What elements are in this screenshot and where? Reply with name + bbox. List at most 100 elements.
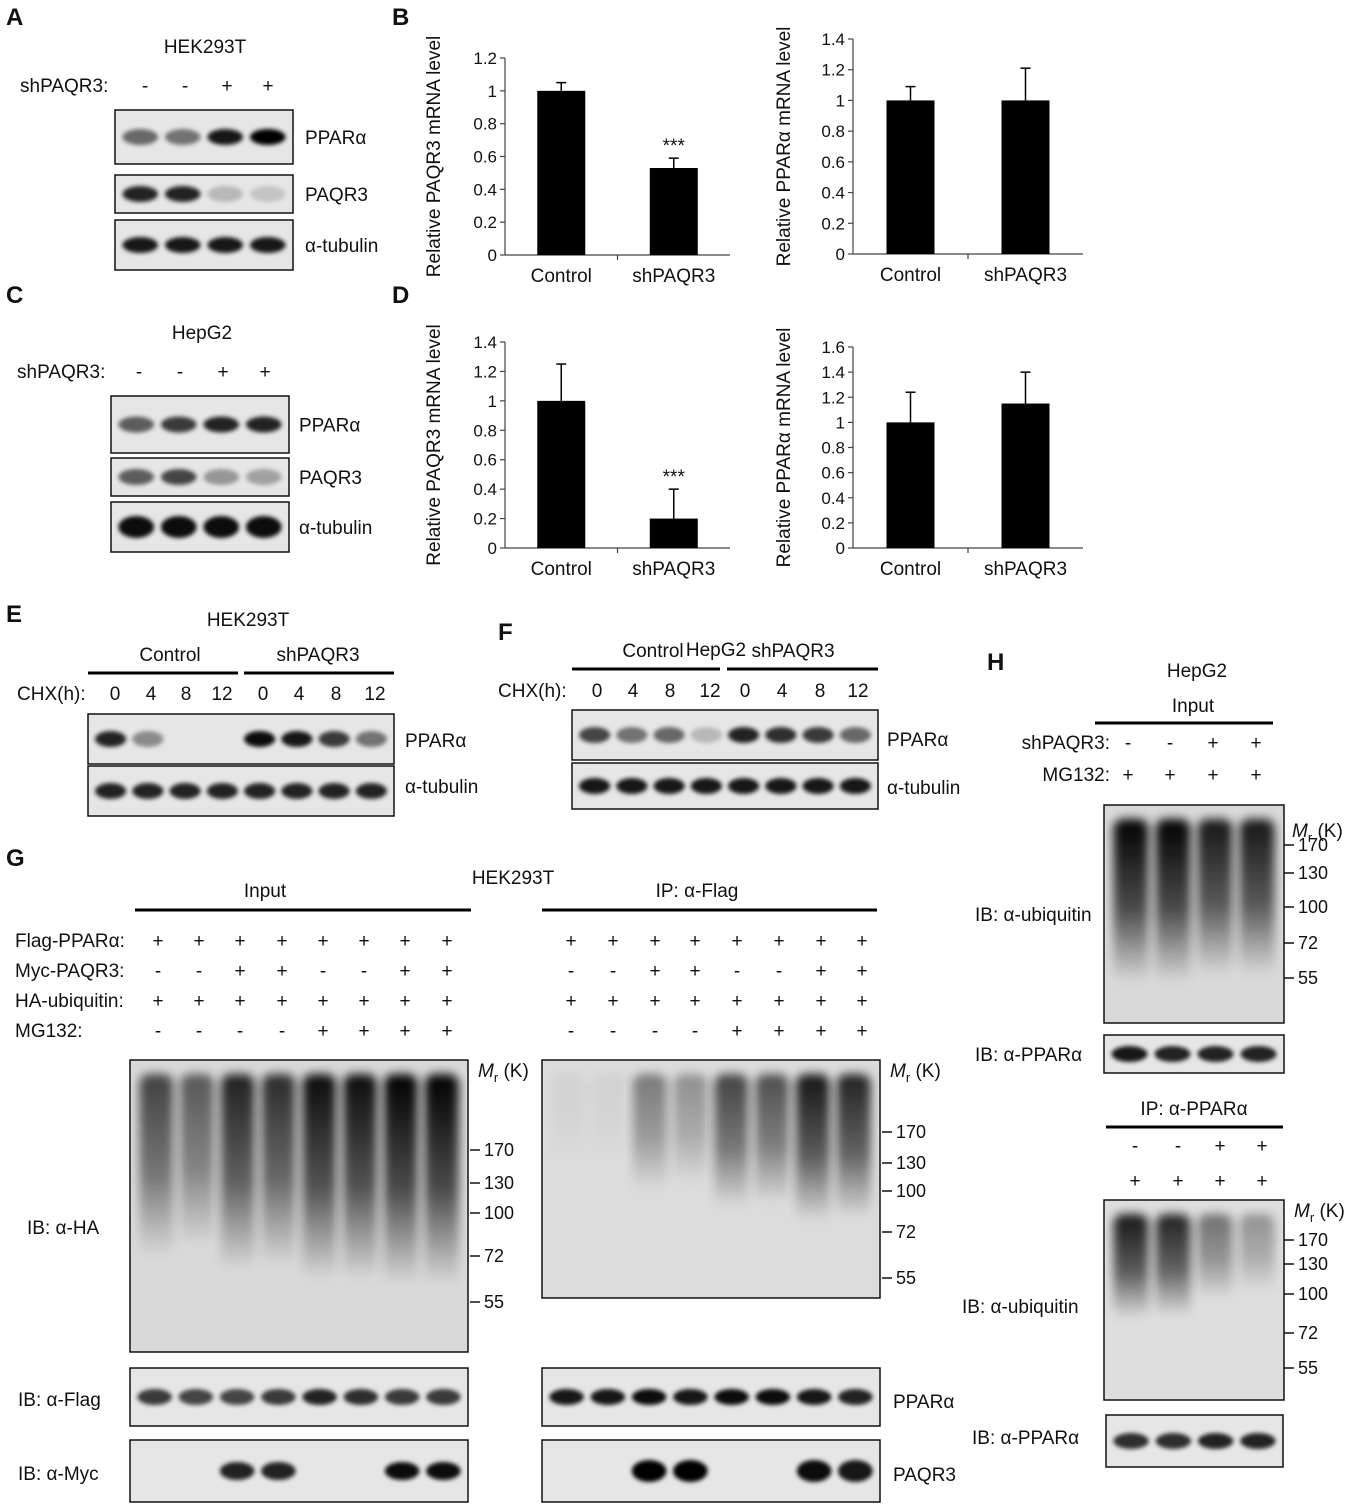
panel-h-blot-ppar-input: [1103, 1034, 1285, 1074]
panel-f-time: 0: [592, 681, 603, 702]
panel-e-blot-tubulin-band: [318, 783, 350, 799]
panel-a-blot-label: PAQR3: [305, 185, 368, 206]
panel-f-blot-ppar-band: [578, 727, 611, 743]
panel-e-blot-tubulin-band: [281, 783, 313, 799]
chart-1-y-axis-label: Relative PPARα mRNA level: [774, 27, 795, 267]
panel-e-blot-tubulin-band: [94, 783, 127, 799]
panel-f-time: 8: [815, 681, 826, 702]
panel-letter-e: E: [6, 601, 22, 628]
panel-e-group-shpaqr3: shPAQR3: [276, 645, 359, 666]
panel-g-ip-smear-lane: [551, 1074, 586, 1163]
panel-a-sign: +: [262, 76, 273, 97]
panel-e-group-control: Control: [139, 645, 200, 666]
panel-g-blot-myc-band: [426, 1462, 461, 1480]
panel-c-treatment-label: shPAQR3:: [17, 362, 105, 383]
panel-g-ip-sign: +: [731, 991, 742, 1012]
panel-f-time: 4: [628, 681, 639, 702]
chart-2-y-tick-label: 0.2: [473, 510, 497, 529]
panel-h-marker-input-label: 170: [1298, 835, 1328, 855]
panel-letter-d: D: [392, 282, 409, 309]
panel-h-ip-smear-lane: [1155, 1214, 1191, 1317]
chart-1-y-tick-label: 0: [836, 245, 845, 264]
chart-2-y-tick-label: 0: [488, 539, 497, 558]
panel-a-blot-1-band: [122, 186, 159, 202]
panel-h-sign: +: [1207, 733, 1218, 754]
panel-f-blot-tubulin-band: [802, 778, 834, 794]
chart-1-y-tick-label: 0.8: [821, 122, 845, 141]
panel-g-ip-smear-lane: [836, 1074, 871, 1219]
chart-0-y-tick-label: 0.6: [473, 148, 497, 167]
panel-h-blot-ppar-ip: [1105, 1414, 1284, 1468]
panel-e-blot-ppar-band: [355, 731, 388, 747]
panel-c-sign: +: [217, 362, 228, 383]
panel-g-ip-sign: +: [773, 931, 784, 952]
chart-3-y-tick-label: 1.6: [821, 338, 845, 357]
panel-g-blot-ip-paqr3-band: [838, 1460, 873, 1482]
chart-0-bar: [649, 167, 698, 255]
panel-c-blot-1-band: [118, 469, 155, 485]
panel-g-blot-flag-band: [137, 1389, 172, 1405]
chart-0-y-tick-label: 1.2: [473, 49, 497, 68]
panel-f-blot-tubulin-band: [765, 778, 797, 794]
chart-3-y-tick-label: 0: [836, 539, 845, 558]
panel-h-marker-ip-label: 170: [1298, 1230, 1328, 1250]
panel-c-sign: +: [259, 362, 270, 383]
panel-c-blot-0-band: [203, 416, 240, 433]
panel-f-blot-ppar-band: [765, 727, 797, 743]
panel-e-blot-tubulin-band: [169, 783, 201, 799]
panel-e-blot-ppar: [87, 713, 395, 765]
panel-a-blot-1: [114, 174, 294, 214]
panel-h-ip-sign-bottom: +: [1129, 1171, 1140, 1192]
panel-c-blot-1: [110, 457, 290, 497]
panel-g-blot-ip-ppar-band: [796, 1389, 832, 1405]
panel-e-time: 4: [146, 684, 157, 705]
panel-h-ib-ppar-ip: IB: α-PPARα: [972, 1428, 1079, 1449]
panel-c-blot-label: PPARα: [299, 416, 360, 437]
panel-h-ip-sign-bottom: +: [1256, 1171, 1267, 1192]
panel-f-blot-tubulin-band: [578, 778, 611, 794]
panel-letter-a: A: [6, 4, 23, 31]
panel-h-sign: +: [1122, 765, 1133, 786]
chart-1-bar: [1001, 100, 1050, 254]
panel-g-ip-smear-lane: [632, 1074, 667, 1191]
panel-g-ip-sign: +: [565, 991, 576, 1012]
panel-g-input-sign: +: [193, 931, 204, 952]
panel-letter-g: G: [6, 845, 25, 872]
panel-f-cell-line: HepG2: [686, 640, 746, 661]
panel-g-ip-sign: -: [776, 961, 782, 982]
panel-c-blot-0-band: [245, 416, 282, 433]
panel-a-blot-0-band: [249, 129, 286, 145]
chart-1-y-tick-label: 0.2: [821, 214, 845, 233]
panel-g-ip-sign: +: [731, 931, 742, 952]
panel-h-cell-line: HepG2: [1167, 661, 1227, 682]
panel-g-blot-flag: [129, 1367, 469, 1427]
panel-g-ip-sign: +: [815, 1021, 826, 1042]
chart-2-bar: [537, 400, 586, 548]
panel-g-blot-flag-band: [219, 1389, 255, 1405]
chart-1-y-tick-label: 0.4: [821, 184, 845, 203]
panel-g-ip-sign: -: [734, 961, 740, 982]
panel-a-sign: +: [221, 76, 232, 97]
panel-f-blot-ppar-band: [616, 727, 648, 743]
panel-g-marker-input-label: 55: [484, 1292, 504, 1312]
panel-h-ip-sign-top: +: [1256, 1136, 1267, 1157]
panel-g-input-sign: -: [237, 1021, 243, 1042]
panel-g-input-sign: +: [152, 931, 163, 952]
panel-c-blot-label: α-tubulin: [299, 518, 372, 539]
panel-g-input-sign: +: [317, 931, 328, 952]
panel-h-input-smear-lane: [1113, 819, 1149, 983]
chart-1-x-tick-label: Control: [880, 265, 941, 286]
panel-g-input-sign: +: [399, 961, 410, 982]
panel-g-input-sign: +: [358, 931, 369, 952]
panel-g-mr-input: Mr (K): [478, 1061, 529, 1085]
panel-a-blot-0-band: [122, 129, 159, 145]
panel-g-blot-ip-ppar-band: [673, 1389, 708, 1405]
panel-g-input-smear-lane: [302, 1074, 337, 1280]
panel-f-blot-tubulin-band: [616, 778, 648, 794]
panel-g-marker-input-label: 170: [484, 1140, 514, 1160]
panel-g-input-smear-lane: [220, 1074, 255, 1271]
panel-f-time: 8: [665, 681, 676, 702]
panel-g-blot-myc-band: [384, 1462, 420, 1480]
panel-g-row-label: Flag-PPARα:: [15, 931, 125, 952]
panel-g-ip-sign: +: [856, 931, 867, 952]
